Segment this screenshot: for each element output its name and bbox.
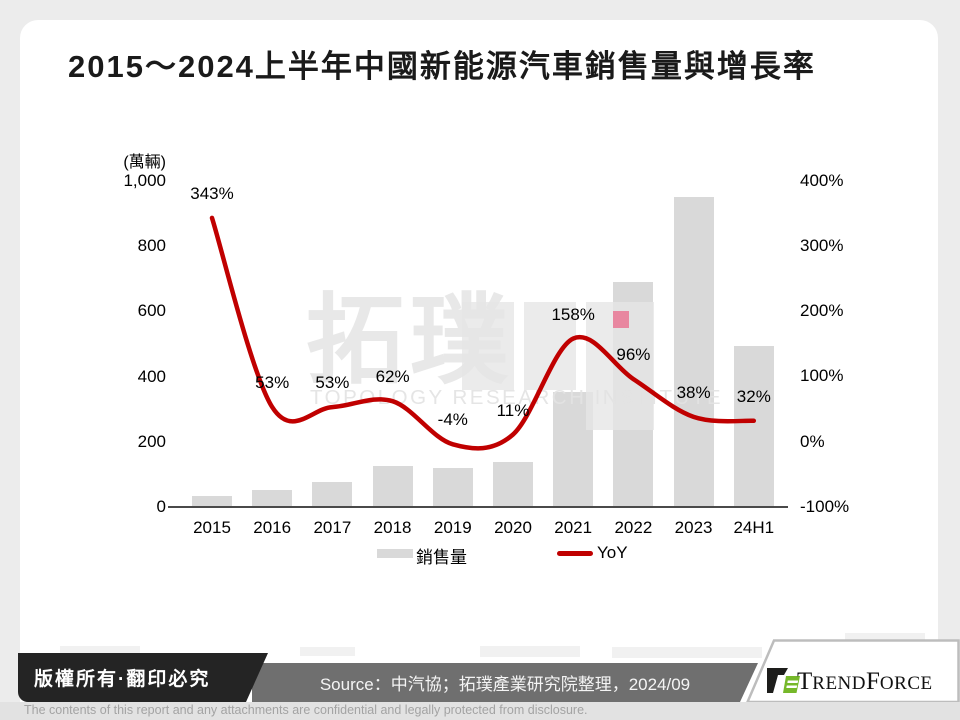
bar-2016	[252, 490, 293, 507]
watermark-fragment	[612, 647, 762, 658]
trendforce-icon-slit	[787, 680, 799, 683]
bar-2019	[432, 467, 473, 507]
x-label-2016: 2016	[253, 518, 292, 537]
yoy-label-2019: -4%	[437, 410, 468, 430]
bar-2017	[312, 481, 353, 507]
right-tick-0%: 0%	[800, 431, 825, 451]
x-label-2018: 2018	[373, 518, 412, 537]
yoy-label-2015: 343%	[190, 183, 234, 203]
trendforce-logo-text: T REND F ORCE	[797, 668, 933, 696]
legend-line-swatch	[557, 551, 593, 556]
logo-letter: T	[797, 668, 813, 695]
disclaimer-text: The contents of this report and any atta…	[24, 703, 588, 717]
legend-label-yoy: YoY	[597, 543, 628, 562]
watermark-fragment	[300, 647, 355, 656]
source-text: Source：中汽協；拓璞產業研究院整理，2024/09	[319, 675, 691, 694]
left-tick-200: 200	[137, 431, 166, 451]
logo-letter: F	[866, 668, 880, 695]
legend-label-sales: 銷售量	[416, 548, 467, 567]
x-label-2022: 2022	[614, 518, 653, 537]
right-tick-200%: 200%	[800, 301, 844, 321]
trendforce-icon	[767, 668, 800, 693]
right-tick--100%: -100%	[800, 496, 850, 516]
watermark-fragment	[480, 646, 580, 657]
yoy-line	[209, 215, 757, 451]
x-label-2019: 2019	[433, 518, 472, 537]
left-axis-unit: (萬輛)	[123, 154, 166, 171]
bar-2023	[673, 197, 714, 507]
x-label-2021: 2021	[554, 518, 593, 537]
yoy-label-24H1: 32%	[736, 386, 771, 406]
yoy-label-2017: 53%	[315, 373, 350, 393]
disclaimer-strip: The contents of this report and any atta…	[0, 702, 960, 720]
right-tick-400%: 400%	[800, 170, 844, 190]
left-tick-1,000: 1,000	[123, 171, 166, 190]
logo-letters: ORCE	[879, 673, 933, 694]
trendforce-icon-slit	[786, 685, 798, 688]
copyright-banner: 版權所有·翻印必究	[18, 653, 268, 702]
legend-bar-swatch	[377, 549, 413, 558]
yoy-label-2023: 38%	[676, 382, 711, 402]
yoy-label-2022: 96%	[616, 345, 651, 365]
trendforce-icon-black	[767, 668, 788, 693]
x-label-2017: 2017	[313, 518, 352, 537]
combo-chart: (萬輛) 1,000 800 600 400 200 0 400% 300% 200% 100%…	[123, 154, 850, 567]
x-label-2020: 2020	[494, 518, 532, 537]
logo-letters: REND	[812, 673, 867, 694]
bar-2018	[372, 465, 413, 507]
left-tick-800: 800	[137, 236, 166, 256]
yoy-label-2021: 158%	[551, 304, 595, 324]
left-tick-0: 0	[156, 497, 166, 516]
chart-title: 2015～2024上半年中國新能源汽車銷售量與增長率	[68, 49, 816, 84]
trendforce-icon-green	[783, 676, 800, 693]
yoy-line-chart	[209, 215, 757, 451]
watermark-fragment	[60, 646, 140, 656]
bar-2020	[493, 462, 533, 507]
yoy-label-2020: 11%	[496, 400, 530, 420]
copyright-text: 版權所有·翻印必究	[34, 669, 211, 690]
bar-24H1	[733, 345, 774, 507]
bar-2015	[192, 496, 232, 507]
right-tick-300%: 300%	[800, 235, 844, 255]
watermark-fragment	[845, 633, 925, 642]
left-tick-400: 400	[137, 366, 166, 386]
source-bar: Source：中汽協；拓璞產業研究院整理，2024/09	[252, 663, 758, 702]
x-axis-line	[168, 506, 788, 508]
left-tick-600: 600	[137, 301, 166, 321]
right-tick-100%: 100%	[800, 366, 844, 386]
x-label-24H1: 24H1	[733, 518, 775, 537]
x-label-2023: 2023	[674, 518, 713, 537]
highlight-marker	[613, 311, 630, 328]
yoy-label-2016: 53%	[255, 373, 290, 393]
x-label-2015: 2015	[193, 518, 231, 537]
yoy-label-2018: 62%	[375, 367, 410, 387]
